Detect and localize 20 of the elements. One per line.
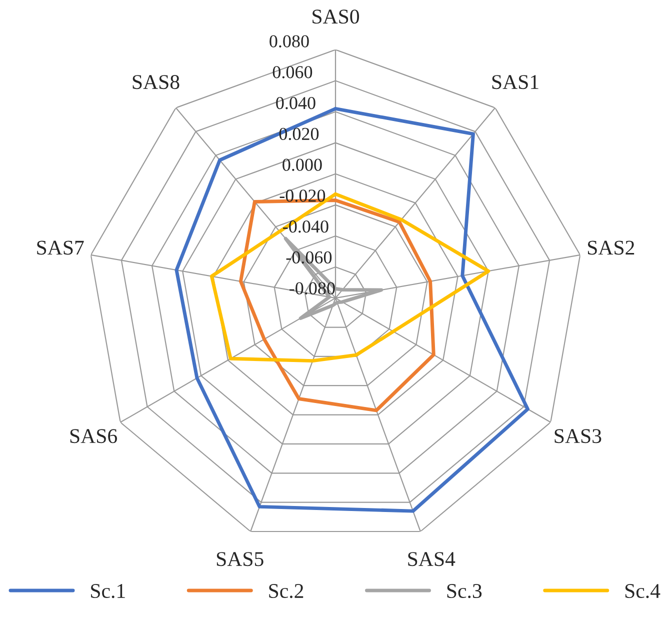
spoke-label: SAS1	[492, 75, 538, 90]
spoke-label: SAS2	[588, 240, 634, 255]
y-tick-label: -0.080	[290, 282, 335, 294]
y-tick-label: 0.000	[282, 158, 322, 171]
spoke-label: SAS3	[554, 429, 602, 444]
spoke-label: SAS5	[216, 552, 264, 566]
legend-label: Sc.2	[269, 584, 304, 598]
y-tick-label: 0.080	[270, 35, 309, 48]
spoke-label: SAS4	[408, 552, 456, 566]
legend-label: Sc.1	[91, 584, 125, 598]
spoke-label: SAS7	[37, 240, 84, 255]
spoke-label: SAS0	[312, 10, 360, 24]
y-tick-label: 0.020	[279, 128, 319, 140]
y-tick-label: 0.040	[276, 96, 316, 110]
legend-label: Sc.3	[447, 584, 482, 598]
y-tick-label: 0.060	[272, 66, 312, 78]
y-tick-label: -0.060	[286, 251, 332, 264]
legend-label: Sc.4	[625, 584, 660, 598]
spoke-label: SAS8	[132, 75, 180, 90]
spoke-label: SAS6	[70, 429, 118, 444]
